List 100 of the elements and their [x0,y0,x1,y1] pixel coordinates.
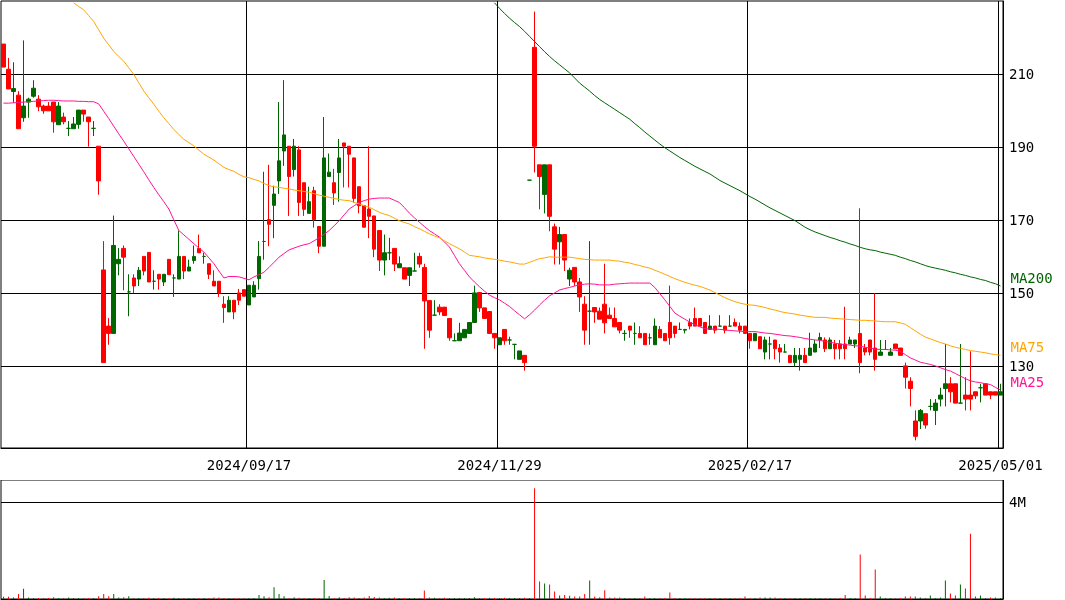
candlestick [21,39,26,123]
y-tick-label: 190 [1009,138,1035,155]
candlestick [277,101,281,195]
x-tick-label: 2024/11/29 [457,457,542,473]
candlestick [182,255,186,280]
candlestick [317,226,321,254]
candlestick [16,90,21,130]
candlestick [768,336,772,360]
line-series [73,2,1001,356]
candlestick [788,354,792,364]
candlestick [121,244,126,291]
candlestick [502,328,507,346]
candlestick [978,383,983,403]
candlestick [31,79,36,99]
candlestick [567,267,572,287]
candlestick [282,79,286,167]
candlestick [923,413,928,430]
candlestick [888,347,893,356]
candlestick [397,255,402,269]
candlestick [162,273,166,287]
series-label: MA200 [1010,269,1053,286]
candlestick [958,343,963,404]
candlestick [818,332,822,349]
candlestick [337,138,341,203]
candlestick [86,116,91,148]
candlestick [918,408,923,430]
candlestick [262,171,266,261]
candlestick [823,336,827,353]
candlestick [587,240,592,346]
candlestick [307,186,311,214]
line-series [493,2,1001,287]
candlestick [557,226,562,265]
candlestick [127,273,131,317]
candlestick [96,145,101,196]
y-tick-label: 170 [1009,211,1035,228]
candlestick [1,43,6,68]
candlestick [11,61,16,104]
candlestick [222,295,226,324]
candlestick [913,409,918,441]
candlestick [537,164,542,210]
candlestick [783,343,787,353]
candlestick [447,317,452,342]
candlestick [938,387,943,407]
line-series [3,99,1001,391]
candlestick [562,234,567,272]
candlestick [167,258,171,276]
candlestick [292,138,296,178]
x-tick-label: 2025/02/17 [707,457,793,473]
candlestick [552,223,557,265]
candlestick [763,336,767,360]
candlestick [803,347,807,364]
candlestick [392,247,397,272]
candlestick [998,383,1003,396]
candlestick [157,273,161,291]
candlestick [943,343,948,407]
candlestick [497,337,502,346]
candlestick [227,295,231,313]
candlestick [582,295,587,346]
y-tick-label: 4M [1009,494,1026,511]
candlestick [267,164,271,247]
candlestick [517,350,522,360]
candlestick [933,398,938,426]
candlestick [653,317,657,346]
candlestick [402,267,407,280]
candlestick [718,314,722,327]
candlestick [903,362,908,390]
candlestick [633,321,637,346]
y-tick-label: 130 [1009,357,1035,374]
series-label: MA25 [1010,373,1045,390]
candlestick [192,244,196,265]
x-tick-label: 2024/09/17 [206,457,292,473]
candlestick [417,252,422,269]
candlestick [312,186,316,229]
candlestick [91,120,96,137]
candlestick [287,145,291,217]
candlestick [56,101,61,126]
y-tick-label: 210 [1009,65,1035,82]
candlestick [132,273,136,294]
candlestick [6,57,11,90]
candlestick [187,259,191,272]
x-tick-label: 2025/05/01 [958,457,1043,473]
candlestick [753,332,757,342]
candlestick [137,266,141,287]
candlestick [522,354,527,372]
candlestick [878,339,883,356]
candlestick [758,336,762,350]
candlestick [152,269,156,291]
candlestick [547,164,552,232]
candlestick [272,185,276,239]
candlestick [207,263,211,280]
series-label: MA75 [1010,339,1045,356]
candlestick [332,168,336,206]
candlestick [257,240,261,291]
candlestick [61,112,66,125]
candlestick [728,314,732,327]
candlestick [908,376,913,407]
candlestick [432,299,437,316]
candlestick [81,109,86,123]
candlestick [532,11,537,173]
y-tick-label: 150 [1009,284,1035,301]
